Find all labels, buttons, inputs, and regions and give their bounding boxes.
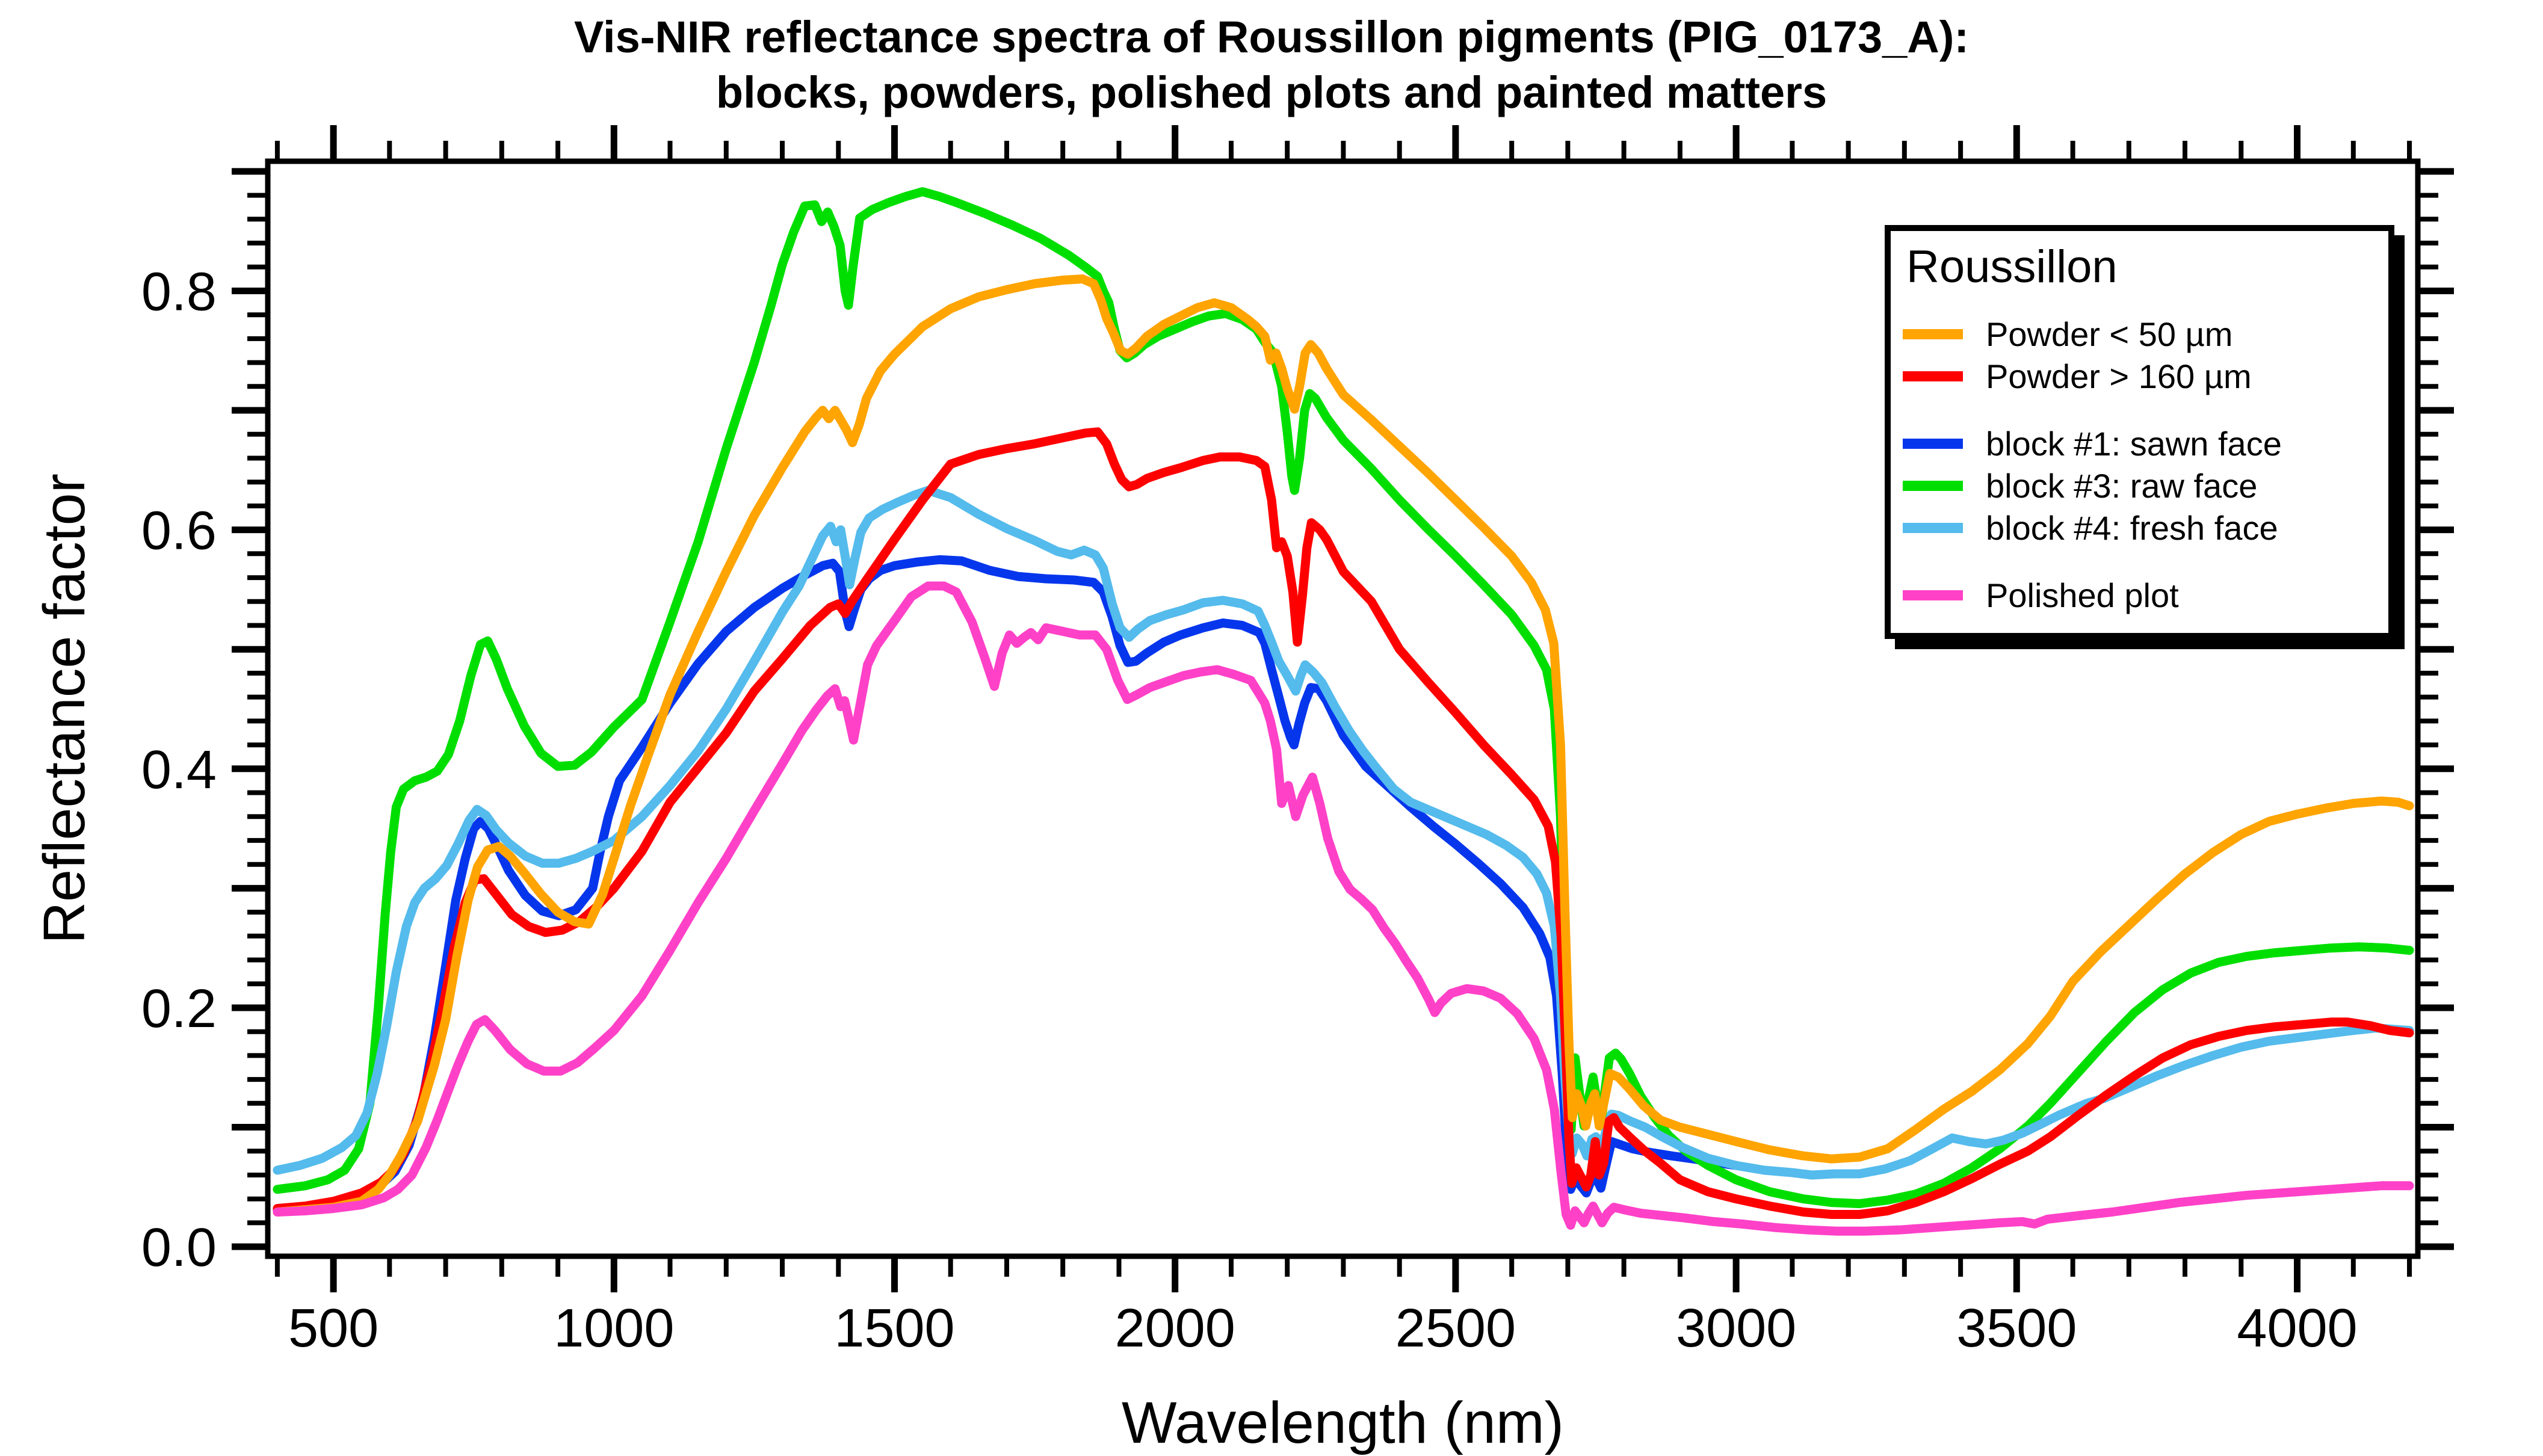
x-tick-label: 1000 xyxy=(554,1298,674,1359)
legend-item-label: Powder > 160 µm xyxy=(1986,357,2252,395)
chart-title-line1: Vis-NIR reflectance spectra of Roussillo… xyxy=(574,12,1969,62)
y-tick-label: 0.2 xyxy=(141,979,217,1039)
legend: Roussillon Powder < 50 µm Powder > 160 µm… xyxy=(1885,225,2394,639)
y-tick-label: 0.4 xyxy=(141,740,217,800)
series-line xyxy=(273,274,2414,1217)
x-tick-label: 4000 xyxy=(2237,1298,2357,1359)
x-tick-label: 1500 xyxy=(834,1298,954,1359)
legend-swatch xyxy=(1903,590,1963,600)
series-line xyxy=(273,486,2414,1180)
legend-swatch xyxy=(1903,522,1963,533)
series-line xyxy=(273,187,2414,1209)
legend-item-label: block #3: raw face xyxy=(1986,466,2258,505)
legend-item: block #4: fresh face xyxy=(1898,507,2379,549)
chart-title-line2: blocks, powders, polished plots and pain… xyxy=(715,67,1828,117)
legend-title: Roussillon xyxy=(1906,241,2118,292)
x-tick-label: 2000 xyxy=(1115,1298,1235,1359)
y-tick-label: 0.6 xyxy=(141,501,217,561)
legend-swatch xyxy=(1903,480,1963,491)
legend-item-label: block #4: fresh face xyxy=(1986,508,2278,547)
y-axis-label: Reflectance factor xyxy=(31,474,97,944)
series-line xyxy=(273,581,2414,1236)
y-tick-label: 0.0 xyxy=(141,1218,217,1278)
legend-swatch xyxy=(1903,438,1963,449)
legend-item: block #3: raw face xyxy=(1898,464,2379,507)
legend-item-label: Powder < 50 µm xyxy=(1986,315,2233,353)
x-tick-label: 2500 xyxy=(1395,1298,1516,1359)
x-axis-label: Wavelength (nm) xyxy=(1122,1390,1564,1455)
legend-item-label: Polished plot xyxy=(1986,576,2179,614)
legend-item-label: block #1: sawn face xyxy=(1986,424,2282,463)
legend-item: block #1: sawn face xyxy=(1898,422,2379,464)
plot-frame xyxy=(265,158,2421,1259)
legend-items: Powder < 50 µm Powder > 160 µm block #1: s… xyxy=(1898,313,2379,616)
legend-item: Powder < 50 µm xyxy=(1898,313,2379,355)
legend-item: Polished plot xyxy=(1898,574,2379,616)
chart-title: Vis-NIR reflectance spectra of Roussillo… xyxy=(0,10,2543,120)
x-tick-label: 500 xyxy=(288,1298,379,1359)
legend-swatch xyxy=(1903,329,1963,339)
legend-item: Powder > 160 µm xyxy=(1898,355,2379,397)
legend-swatch xyxy=(1903,371,1963,381)
x-tick-label: 3000 xyxy=(1676,1298,1796,1359)
y-tick-label: 0.8 xyxy=(141,262,217,322)
x-tick-label: 3500 xyxy=(1956,1298,2077,1359)
